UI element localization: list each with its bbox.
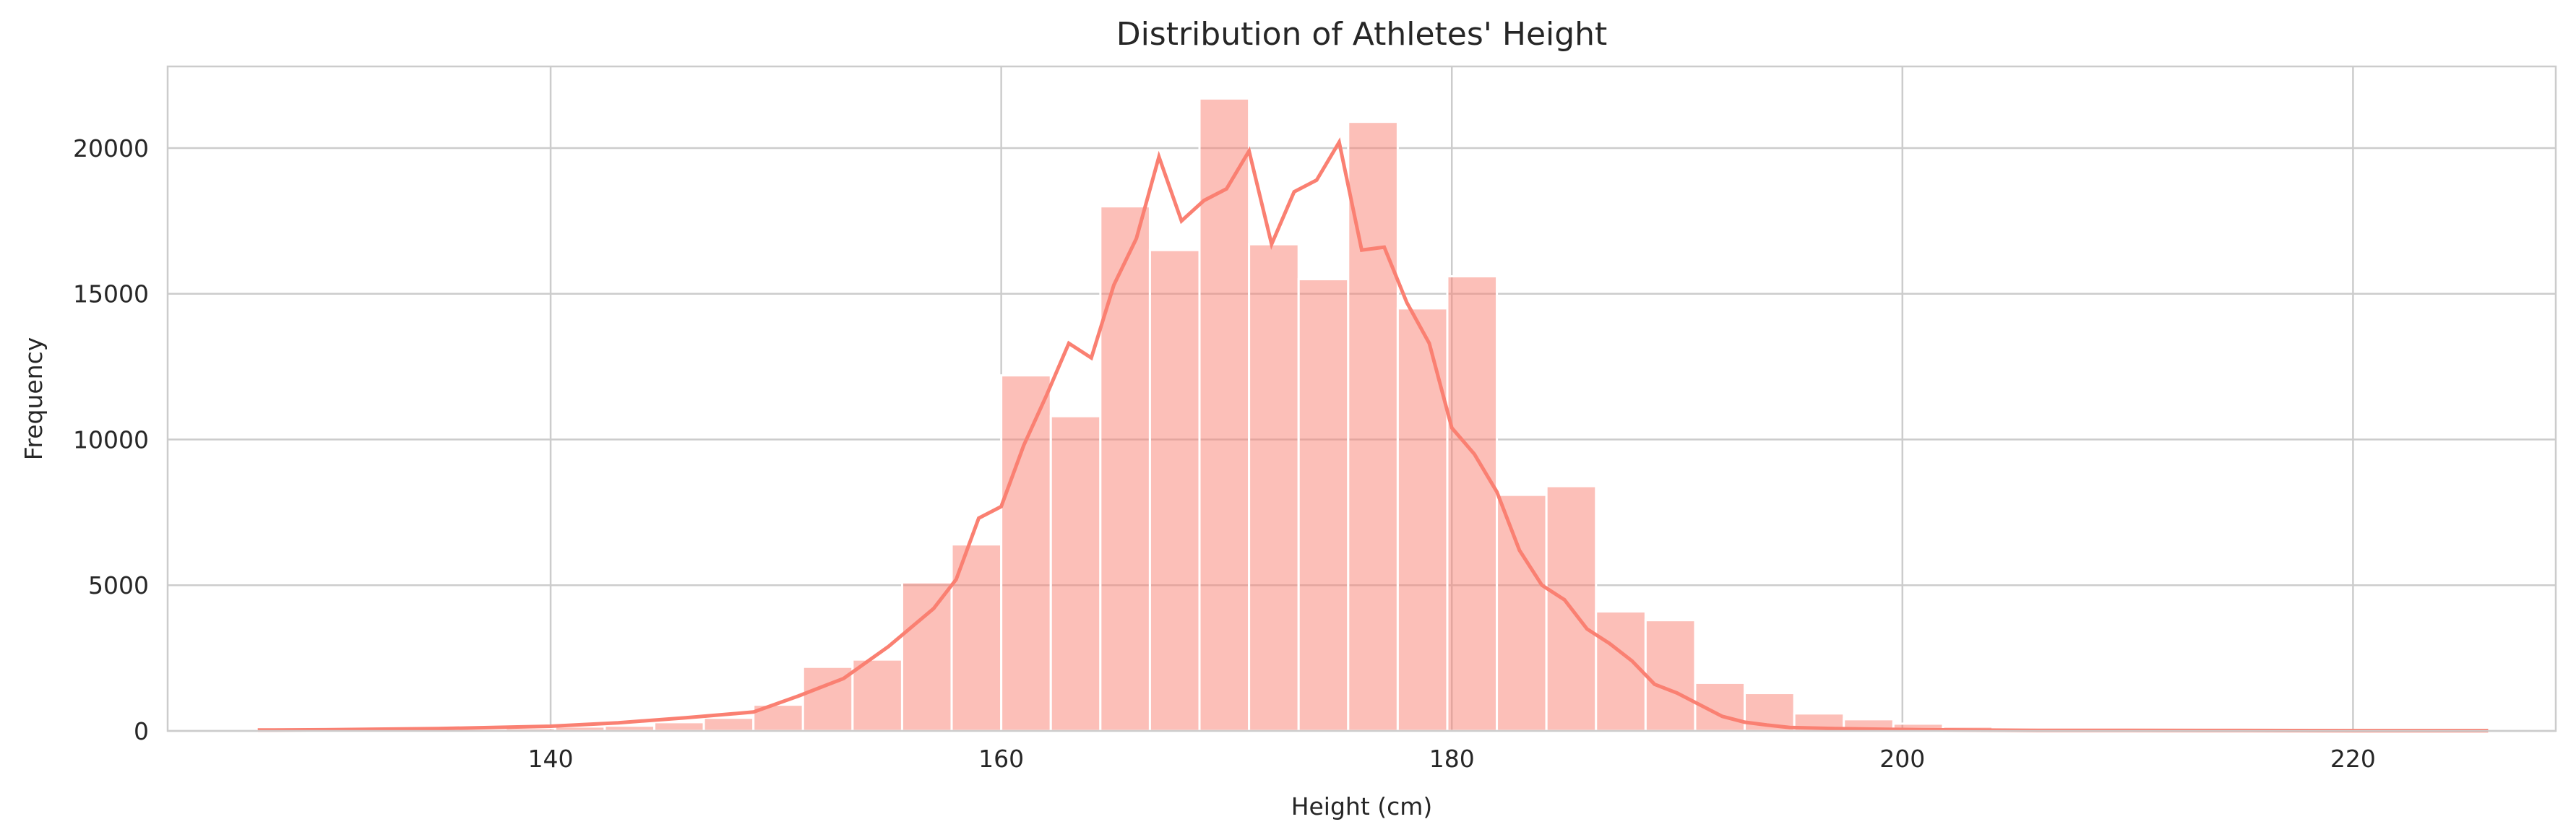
histogram-bar xyxy=(1595,610,1647,732)
x-tick-label: 140 xyxy=(528,745,574,773)
histogram-bar xyxy=(1049,415,1102,732)
histogram-bar xyxy=(1396,307,1449,732)
histogram-bar xyxy=(1644,619,1697,732)
plot-frame xyxy=(166,65,2557,732)
histogram-bar xyxy=(900,581,953,732)
histogram-bar xyxy=(1000,374,1052,732)
histogram-bar xyxy=(1099,205,1151,732)
x-tick-label: 200 xyxy=(1879,745,1925,773)
histogram-bar xyxy=(1148,248,1201,732)
x-tick-label: 220 xyxy=(2330,745,2376,773)
histogram-bar xyxy=(1446,275,1499,732)
y-axis-ticks: 0 5000 10000 15000 20000 xyxy=(73,134,149,745)
histogram-bar xyxy=(652,721,705,732)
y-axis-label: Frequency xyxy=(20,337,48,460)
x-axis-ticks: 140 160 180 200 220 xyxy=(528,745,2376,773)
histogram-bar xyxy=(1248,243,1300,732)
histogram-bar xyxy=(1297,278,1350,732)
histogram-bars xyxy=(257,97,2489,732)
histogram-bar xyxy=(1496,493,1548,732)
y-tick-label: 20000 xyxy=(73,134,149,163)
y-tick-label: 10000 xyxy=(73,425,149,454)
x-tick-label: 180 xyxy=(1429,745,1475,773)
kde-line xyxy=(257,137,2489,733)
histogram-bar xyxy=(851,658,903,732)
y-tick-label: 0 xyxy=(134,717,149,745)
histogram-bar xyxy=(702,716,755,732)
x-tick-label: 160 xyxy=(978,745,1024,773)
histogram-bar xyxy=(950,543,1003,732)
y-tick-label: 5000 xyxy=(88,571,149,599)
chart-title: Distribution of Athletes' Height xyxy=(1116,16,1608,53)
y-tick-label: 15000 xyxy=(73,280,149,308)
x-axis-label: Height (cm) xyxy=(1291,792,1433,820)
histogram-bar xyxy=(1198,97,1251,732)
